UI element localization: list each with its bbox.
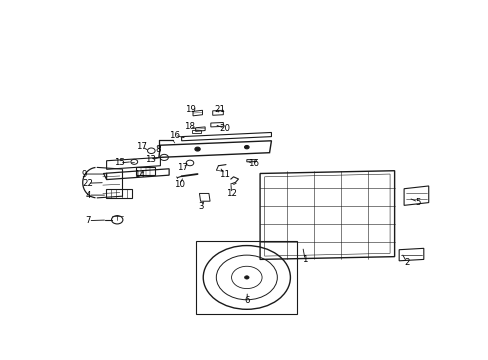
Text: 7: 7 bbox=[85, 216, 91, 225]
Circle shape bbox=[195, 147, 200, 151]
Text: 21: 21 bbox=[214, 105, 225, 114]
Text: 16: 16 bbox=[169, 131, 180, 140]
Bar bbox=[105, 189, 132, 198]
Text: 6: 6 bbox=[244, 296, 249, 305]
Text: 13: 13 bbox=[145, 155, 156, 164]
Text: 5: 5 bbox=[414, 198, 420, 207]
Text: 11: 11 bbox=[219, 170, 230, 179]
Text: 1: 1 bbox=[302, 256, 307, 265]
Text: 16: 16 bbox=[247, 159, 258, 168]
Bar bbox=[136, 167, 155, 175]
Text: 20: 20 bbox=[219, 124, 230, 133]
Text: 10: 10 bbox=[174, 180, 184, 189]
Text: 9: 9 bbox=[81, 170, 86, 179]
Text: 3: 3 bbox=[198, 202, 203, 211]
Bar bbox=[196, 240, 297, 314]
Circle shape bbox=[244, 276, 248, 279]
Text: 2: 2 bbox=[403, 258, 408, 267]
Text: 22: 22 bbox=[82, 179, 93, 188]
Text: 18: 18 bbox=[184, 122, 195, 131]
Text: 19: 19 bbox=[184, 105, 195, 114]
Bar bbox=[191, 130, 201, 133]
Text: 4: 4 bbox=[85, 190, 91, 199]
Text: 8: 8 bbox=[155, 145, 160, 154]
Text: 15: 15 bbox=[114, 158, 125, 167]
Text: 17: 17 bbox=[136, 142, 147, 151]
Circle shape bbox=[244, 145, 248, 149]
Text: 12: 12 bbox=[226, 189, 237, 198]
Text: 14: 14 bbox=[134, 170, 145, 179]
Text: 17: 17 bbox=[177, 163, 187, 172]
